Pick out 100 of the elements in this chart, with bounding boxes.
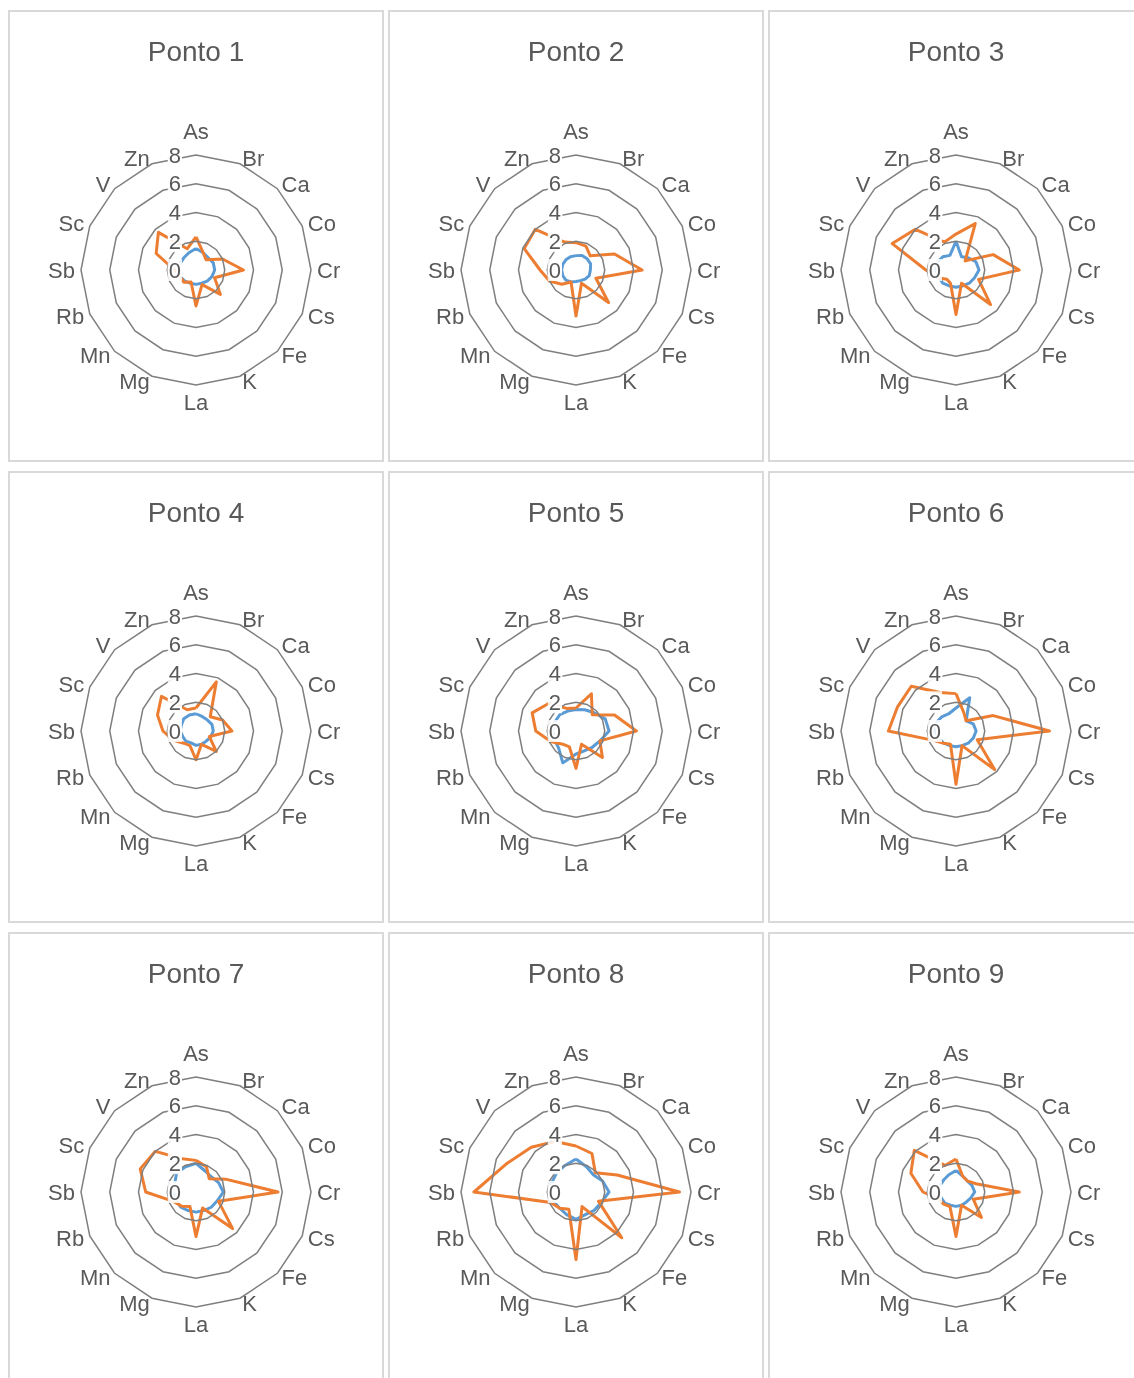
spoke-label: Ca [661, 632, 691, 658]
spoke-label: Mg [119, 369, 150, 395]
spoke-label: K [622, 830, 638, 856]
spoke-label: La [183, 850, 209, 876]
spoke-label: Sc [818, 672, 845, 698]
spoke-label: Cr [1077, 257, 1101, 283]
spoke-label: Mg [499, 369, 530, 395]
spoke-label: Fe [1041, 1265, 1068, 1291]
spoke-label: Cr [1077, 1179, 1101, 1205]
spoke-label: Rb [816, 764, 845, 790]
spoke-label: Mn [79, 804, 111, 830]
spoke-label: As [183, 579, 209, 605]
spoke-label: Rb [56, 764, 85, 790]
spoke-label: Rb [56, 1225, 85, 1251]
spoke-label: La [183, 1311, 209, 1337]
spoke-label: Mn [839, 1265, 871, 1291]
spoke-label: Br [242, 606, 265, 632]
y-tick-label: 2 [168, 1150, 181, 1176]
spoke-label: Sb [428, 1179, 455, 1205]
spoke-label: As [943, 579, 969, 605]
spoke-label: V [475, 632, 491, 658]
spoke-label: Zn [504, 145, 530, 171]
spoke-label: Fe [661, 1265, 688, 1291]
spoke-label: Cr [317, 718, 341, 744]
spoke-label: Co [1067, 211, 1096, 237]
spoke-label: Sb [428, 257, 455, 283]
spoke-label: Cs [307, 1225, 335, 1251]
y-tick-label: 0 [928, 718, 941, 744]
spoke-label: As [563, 579, 589, 605]
spoke-label: Cr [1077, 718, 1101, 744]
y-tick-label: 0 [168, 257, 181, 283]
y-tick-label: 8 [928, 142, 941, 168]
chart-title: Ponto 3 [907, 35, 1005, 67]
spoke-label: Sb [808, 1179, 835, 1205]
y-tick-label: 0 [928, 1179, 941, 1205]
spoke-label: Br [1002, 606, 1025, 632]
y-tick-label: 8 [548, 142, 561, 168]
spoke-label: K [242, 369, 258, 395]
spoke-label: Ca [661, 171, 691, 197]
spoke-label: As [943, 1040, 969, 1066]
spoke-label: Mg [119, 1291, 150, 1317]
spoke-label: K [1002, 1291, 1018, 1317]
spoke-label: Mn [459, 1265, 491, 1291]
spoke-label: Mg [499, 830, 530, 856]
spoke-label: Sb [48, 1179, 75, 1205]
spoke-label: La [943, 850, 969, 876]
spoke-label: As [183, 118, 209, 144]
chart-title: Ponto 5 [527, 496, 625, 528]
spoke-label: Cs [1067, 1225, 1095, 1251]
y-tick-label: 2 [548, 228, 561, 254]
y-tick-label: 6 [548, 632, 561, 658]
spoke-label: Sc [58, 211, 85, 237]
spoke-label: Co [687, 211, 716, 237]
y-tick-label: 4 [928, 200, 941, 225]
chart-title: Ponto 6 [907, 496, 1005, 528]
spoke-label: Fe [281, 343, 308, 369]
spoke-label: Fe [661, 343, 688, 369]
spoke-label: Cr [697, 1179, 721, 1205]
chart-title: Ponto 9 [907, 957, 1005, 989]
spoke-label: Br [242, 1067, 265, 1093]
y-tick-label: 4 [168, 200, 181, 225]
y-tick-label: 4 [168, 661, 181, 686]
spoke-label: Rb [816, 303, 845, 329]
spoke-label: K [622, 1291, 638, 1317]
spoke-label: Mg [119, 830, 150, 856]
spoke-label: Sb [808, 718, 835, 744]
spoke-label: Br [1002, 1067, 1025, 1093]
spoke-label: Zn [884, 606, 910, 632]
spoke-label: Ca [281, 1093, 311, 1119]
y-tick-label: 0 [548, 718, 561, 744]
y-tick-label: 0 [168, 1179, 181, 1205]
y-tick-label: 2 [548, 1150, 561, 1176]
spoke-label: Mn [839, 804, 871, 830]
chart-title: Ponto 4 [147, 496, 245, 528]
spoke-label: Cr [317, 257, 341, 283]
spoke-label: Br [622, 606, 645, 632]
spoke-label: Cs [687, 1225, 715, 1251]
spoke-label: Mn [459, 804, 491, 830]
spoke-label: Cr [697, 257, 721, 283]
y-tick-label: 4 [928, 661, 941, 686]
spoke-label: As [183, 1040, 209, 1066]
spoke-label: K [622, 369, 638, 395]
spoke-label: Ca [281, 632, 311, 658]
spoke-label: Rb [436, 303, 465, 329]
y-tick-label: 8 [548, 1064, 561, 1090]
spoke-label: Sc [818, 1133, 845, 1159]
y-tick-label: 0 [548, 257, 561, 283]
chart-title: Ponto 2 [527, 35, 625, 67]
spoke-label: La [183, 389, 209, 415]
spoke-label: Sb [48, 257, 75, 283]
spoke-label: La [943, 389, 969, 415]
spoke-label: Sc [818, 211, 845, 237]
spoke-label: La [563, 1311, 589, 1337]
spoke-label: Mg [879, 1291, 910, 1317]
spoke-label: Mg [499, 1291, 530, 1317]
spoke-label: Br [622, 1067, 645, 1093]
y-tick-label: 0 [928, 257, 941, 283]
chart-title: Ponto 8 [527, 957, 625, 989]
spoke-label: Co [307, 211, 336, 237]
spoke-label: V [95, 171, 111, 197]
